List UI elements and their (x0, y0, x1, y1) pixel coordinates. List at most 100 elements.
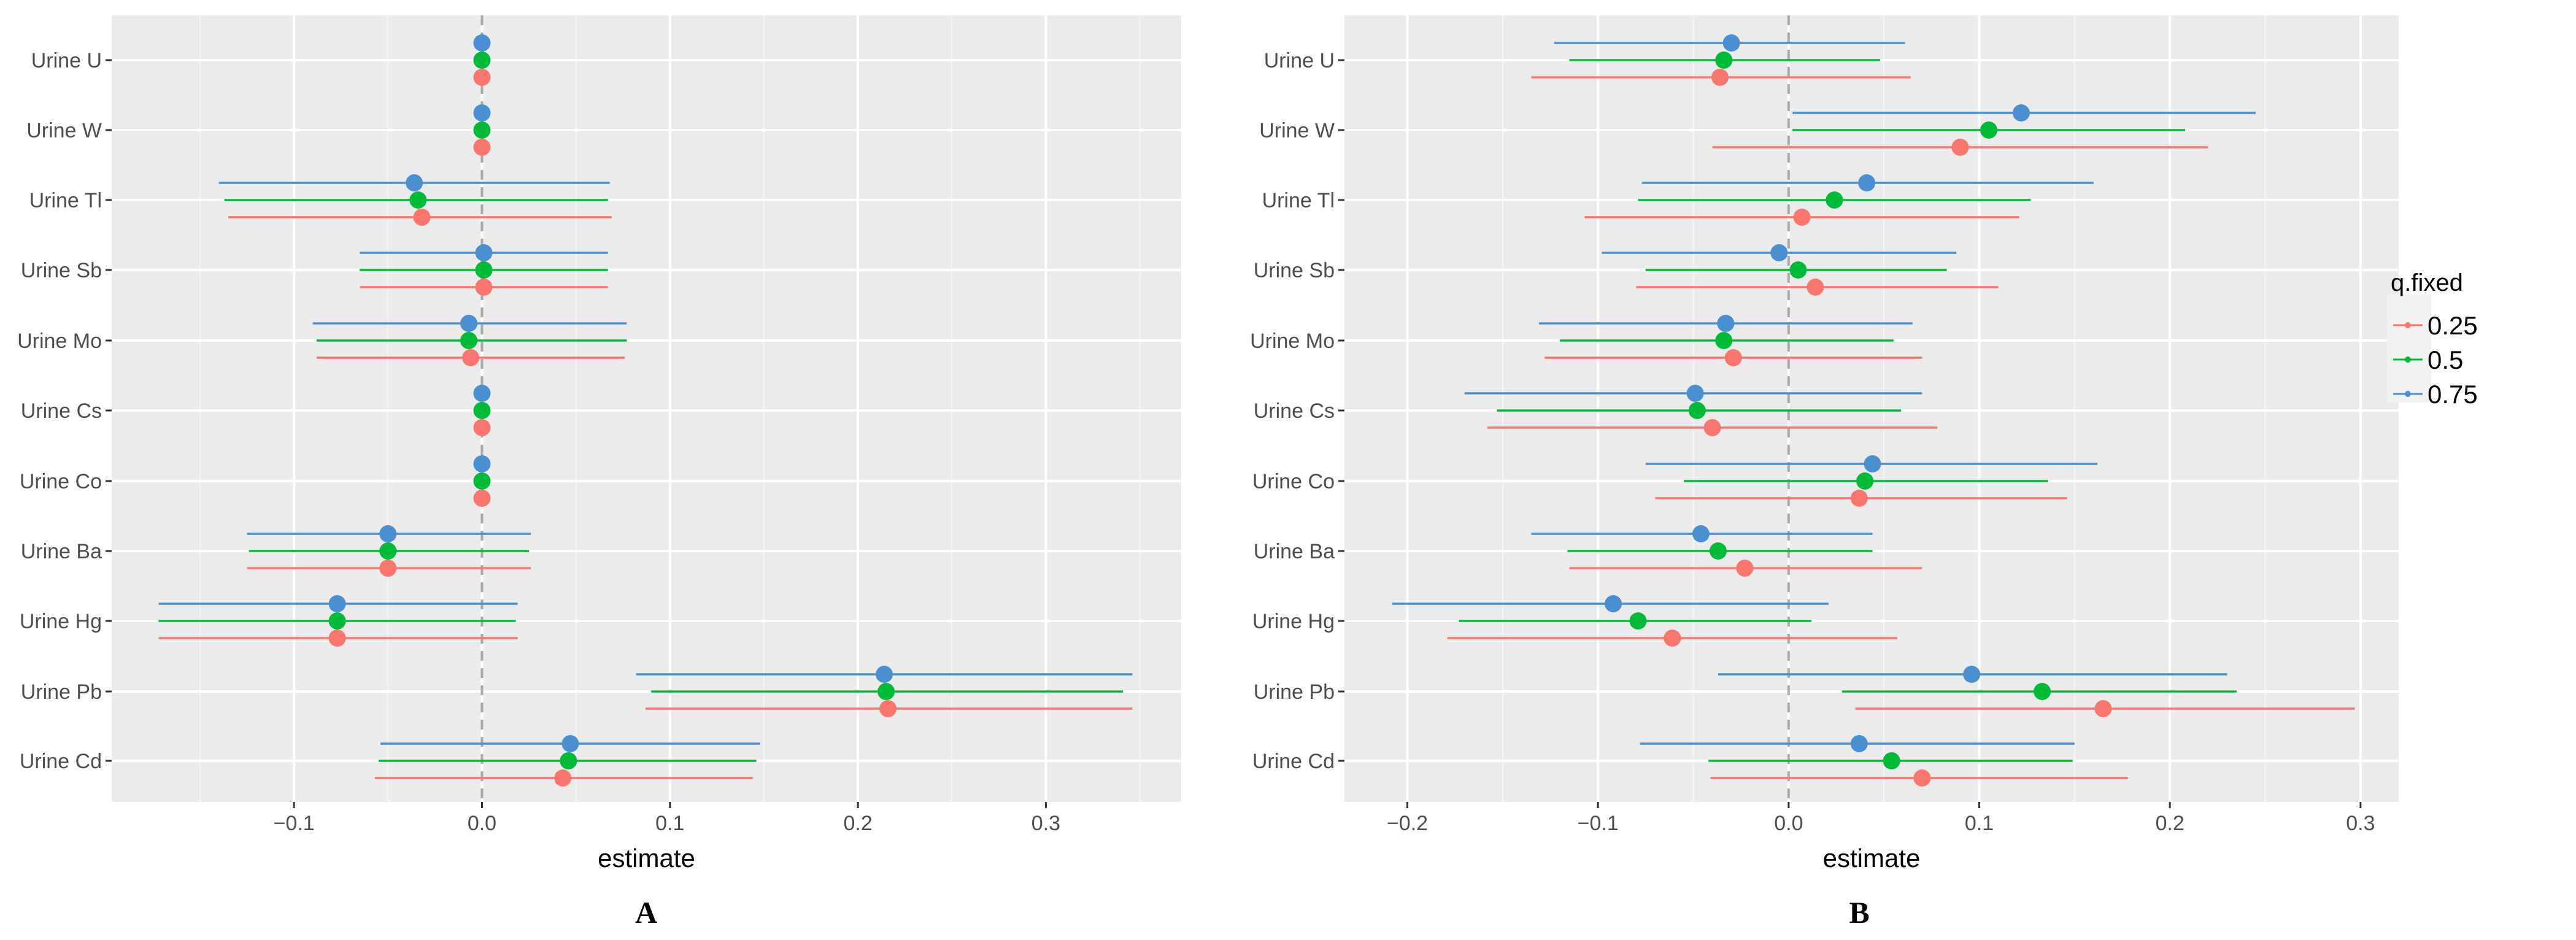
y-tick-label: Urine Hg (1252, 610, 1335, 633)
estimate-point (406, 174, 423, 191)
legend-key-background (2387, 295, 2431, 403)
y-tick-label: Urine Pb (21, 680, 102, 704)
y-tick-label: Urine Cd (20, 750, 102, 773)
x-axis-title: estimate (1823, 844, 1921, 873)
estimate-point (1715, 52, 1733, 69)
estimate-point (409, 191, 427, 209)
y-tick-label: Urine Ba (21, 540, 102, 563)
estimate-point (1736, 560, 1754, 577)
y-tick-label: Urine Hg (20, 610, 102, 633)
estimate-point (1826, 191, 1843, 209)
estimate-point (473, 385, 491, 402)
legend-title: q.fixed (2391, 269, 2463, 296)
estimate-point (473, 455, 491, 472)
estimate-point (462, 349, 480, 366)
estimate-point (1703, 419, 1721, 436)
y-tick-label: Urine U (31, 49, 102, 72)
estimate-point (328, 595, 346, 612)
y-tick-label: Urine U (1264, 49, 1335, 72)
estimate-point (2012, 104, 2030, 121)
plot-area-background (112, 15, 1181, 802)
legend-item-label: 0.5 (2428, 345, 2463, 374)
estimate-point (1605, 595, 1622, 612)
y-tick-label: Urine Tl (29, 189, 102, 212)
estimate-point (1724, 349, 1742, 366)
estimate-point (473, 402, 491, 419)
estimate-point (475, 261, 493, 279)
estimate-point (473, 472, 491, 490)
estimate-point (473, 69, 491, 86)
estimate-point (1963, 666, 1981, 683)
y-tick-label: Urine Co (20, 470, 102, 493)
panel-b: −0.2 −0.1 0.0 0.1 0.2 0.3 Urine U Urine W Urine … (1250, 15, 2399, 930)
estimate-point (1709, 542, 1727, 560)
legend: q.fixed 0.25 0.5 0.75 (2387, 269, 2478, 409)
estimate-point (473, 104, 491, 121)
x-tick-label: 0.1 (655, 812, 684, 835)
y-tick-label: Urine Pb (1254, 680, 1335, 704)
y-tick-label: Urine Cd (1252, 750, 1335, 773)
estimate-point (1793, 209, 1811, 226)
estimate-point (473, 121, 491, 139)
estimate-point (413, 209, 431, 226)
legend-item-label: 0.75 (2428, 380, 2478, 409)
estimate-point (473, 419, 491, 436)
series-q-0.5 (1459, 52, 2237, 769)
estimate-point (1789, 261, 1807, 279)
estimate-point (1951, 139, 1969, 156)
estimate-point (1711, 69, 1729, 86)
estimate-point (473, 139, 491, 156)
estimate-point (475, 244, 493, 261)
y-tick-label: Urine Mo (1250, 329, 1335, 353)
estimate-point (379, 560, 397, 577)
estimate-point (1692, 525, 1710, 542)
estimate-point (475, 279, 493, 296)
legend-item-label: 0.25 (2428, 311, 2478, 340)
estimate-point (1807, 279, 1824, 296)
estimate-point (1850, 490, 1868, 507)
estimate-point (1858, 174, 1876, 191)
estimate-point (460, 315, 478, 332)
legend-key-point (2405, 322, 2411, 328)
estimate-point (1686, 385, 1704, 402)
y-tick-label: Urine Ba (1254, 540, 1335, 563)
estimate-point (328, 612, 346, 630)
panel-a: −0.1 0.0 0.1 0.2 0.3 Urine U Urine W Urine Tl Ur… (17, 15, 1181, 930)
estimate-point (460, 332, 478, 349)
x-tick-label: 0.2 (2156, 812, 2185, 835)
estimate-point (379, 525, 397, 542)
estimate-point (2034, 683, 2051, 700)
x-tick-label: −0.1 (274, 812, 315, 835)
series-q-0.25 (1447, 69, 2355, 787)
y-tick-label: Urine Sb (1254, 259, 1335, 282)
x-tick-label: 0.3 (1032, 812, 1060, 835)
estimate-point (877, 683, 895, 700)
x-tick-label: 0.0 (468, 812, 496, 835)
series-q-0.75 (158, 34, 1133, 752)
x-tick-label: −0.2 (1387, 812, 1428, 835)
x-tick-label: 0.1 (1965, 812, 1994, 835)
legend-key-point (2405, 356, 2411, 363)
estimate-point (473, 490, 491, 507)
estimate-point (473, 34, 491, 52)
estimate-point (1913, 769, 1931, 787)
estimate-point (876, 666, 893, 683)
y-tick-label: Urine Cs (1254, 399, 1335, 423)
series-q-0.5 (158, 52, 1124, 769)
estimate-point (1980, 121, 1998, 139)
x-tick-label: 0.2 (843, 812, 872, 835)
estimate-point (1688, 402, 1706, 419)
x-tick-label: 0.0 (1774, 812, 1803, 835)
y-tick-label: Urine Tl (1262, 189, 1335, 212)
estimate-point (1850, 735, 1868, 752)
estimate-point (560, 752, 577, 769)
x-tick-label: 0.3 (2346, 812, 2375, 835)
estimate-point (379, 542, 397, 560)
series-q-0.25 (158, 69, 1133, 787)
estimate-point (1715, 332, 1733, 349)
series-q-0.75 (1392, 34, 2256, 752)
legend-key-point (2405, 391, 2411, 397)
estimate-point (1664, 630, 1681, 647)
estimate-point (879, 700, 897, 717)
